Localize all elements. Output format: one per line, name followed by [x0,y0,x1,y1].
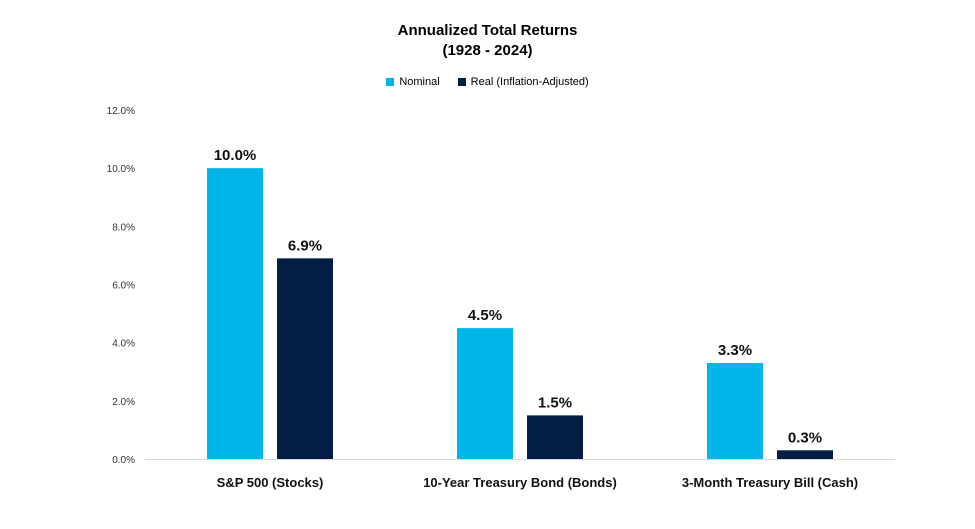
data-label: 6.9% [288,237,322,254]
bar [707,363,763,459]
data-label: 1.5% [538,394,572,411]
data-label: 3.3% [718,342,752,359]
chart-legend: Nominal Real (Inflation-Adjusted) [0,76,975,88]
y-tick-label: 4.0% [112,339,135,350]
data-label: 10.0% [214,147,257,164]
legend-label-nominal: Nominal [399,76,440,88]
legend-item-nominal: Nominal [386,76,440,88]
y-tick-label: 6.0% [112,281,135,292]
y-tick-label: 2.0% [112,397,135,408]
y-tick-label: 8.0% [112,222,135,233]
y-tick-label: 10.0% [107,164,135,175]
y-tick-label: 12.0% [107,106,135,117]
legend-label-real: Real (Inflation-Adjusted) [470,76,589,88]
bar [207,168,263,459]
x-tick-label: 3-Month Treasury Bill (Cash) [682,475,858,490]
data-label: 4.5% [468,307,502,324]
x-tick-label: 10-Year Treasury Bond (Bonds) [423,475,617,490]
data-label: 0.3% [788,429,822,446]
legend-item-real: Real (Inflation-Adjusted) [457,76,589,88]
legend-swatch-real [457,78,466,86]
bar [527,415,583,459]
bar [777,450,833,459]
bar [457,328,513,459]
chart-subtitle: (1928 - 2024) [442,42,533,59]
chart-title: Annualized Total Returns [397,22,578,39]
x-tick-label: S&P 500 (Stocks) [217,475,324,490]
y-tick-label: 0.0% [112,455,135,466]
bar [277,258,333,459]
legend-swatch-nominal [386,78,395,86]
